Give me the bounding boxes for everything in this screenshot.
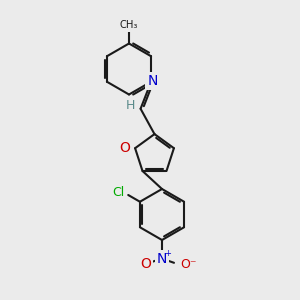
Text: Cl: Cl (112, 186, 124, 199)
Text: O: O (119, 141, 130, 155)
Text: +: + (164, 249, 171, 258)
Text: N: N (157, 252, 167, 266)
Text: CH₃: CH₃ (120, 20, 138, 31)
Text: O⁻: O⁻ (180, 257, 196, 271)
Text: H: H (125, 99, 135, 112)
Text: N: N (147, 74, 158, 88)
Text: O: O (140, 257, 151, 271)
